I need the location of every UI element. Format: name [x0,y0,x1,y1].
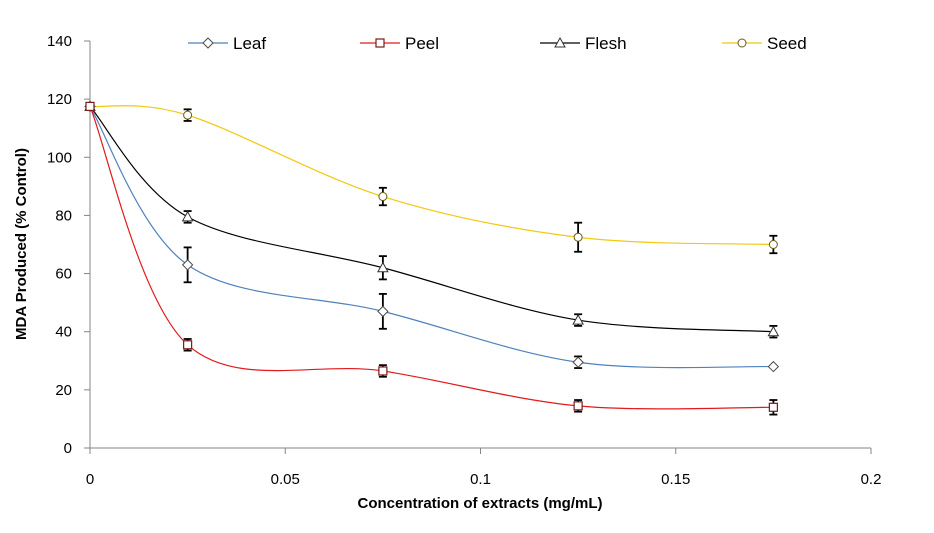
data-point-peel [768,402,778,412]
data-point-seed [768,240,778,249]
y-tick-label: 120 [47,91,72,108]
x-tick-label: 0.15 [661,471,690,488]
legend-item-peel: Peel [360,34,439,53]
data-point-flesh [767,325,780,337]
legend-label: Flesh [585,34,627,53]
data-point-peel [85,101,95,112]
data-point-leaf [181,259,194,271]
y-tick-label: 80 [55,207,72,224]
data-point-peel [573,401,583,411]
legend-item-seed: Seed [722,34,807,53]
legend-item-flesh: Flesh [540,34,627,53]
series-line-peel [89,106,774,410]
y-tick-label: 140 [47,33,72,50]
legend-marker [554,36,566,48]
data-point-seed [573,232,583,242]
legend-marker [202,37,214,49]
data-point-peel [183,340,193,350]
series-peel [85,101,778,416]
x-tick-label: 0.1 [470,471,491,488]
series-layer [84,100,780,416]
y-tick-label: 20 [55,382,72,399]
data-point-seed [183,110,193,120]
x-tick-label: 0.2 [861,471,882,488]
y-tick-label: 0 [64,440,72,457]
data-point-seed [378,192,388,202]
series-seed [85,101,778,255]
data-point-peel [378,366,388,376]
legend-marker [375,38,385,48]
x-axis-title: Concentration of extracts (mg/mL) [357,495,602,512]
series-flesh [84,100,780,339]
data-point-leaf [572,356,584,368]
series-line-seed [89,105,774,246]
legend-item-leaf: Leaf [188,34,266,53]
data-point-flesh [377,261,389,273]
data-point-flesh [572,314,584,325]
y-tick-label: 100 [47,149,72,166]
data-point-leaf [377,305,389,318]
series-line-flesh [89,106,774,333]
x-tick-label: 0 [86,471,94,488]
y-axis-title: MDA Produced (% Control) [13,148,30,340]
x-tick-label: 0.05 [271,471,300,488]
y-tick-label: 40 [55,324,72,341]
data-point-flesh [181,210,194,222]
legend-label: Leaf [233,34,266,53]
legend-label: Peel [405,34,439,53]
legend-label: Seed [767,34,807,53]
series-leaf [84,100,780,373]
data-point-leaf [767,360,780,373]
legend-marker [737,38,747,48]
y-tick-label: 60 [55,266,72,283]
legend: Leaf Peel Flesh Seed [188,34,807,53]
axes: 0 20 40 60 80 100 120 140 0 0.05 0.1 0.15 0.2 [47,33,881,488]
